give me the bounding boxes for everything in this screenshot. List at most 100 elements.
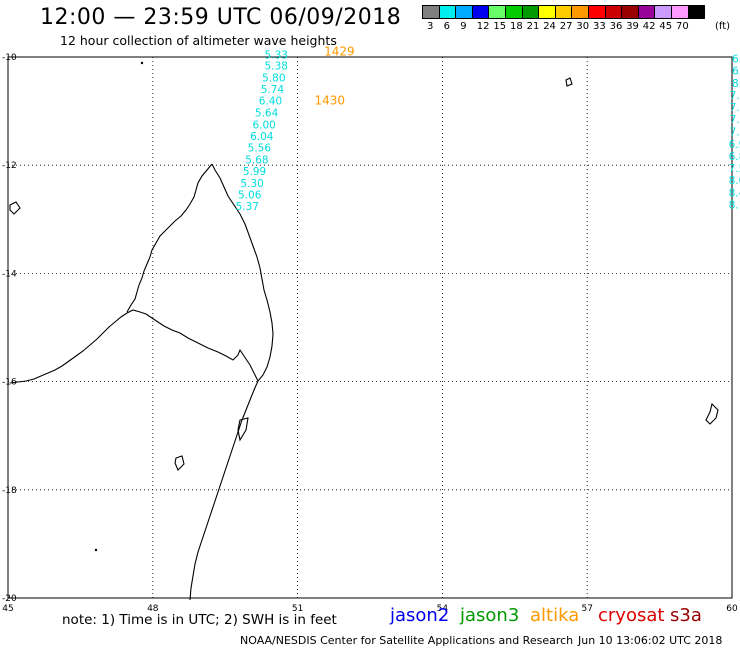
swh-value-label: 5.38 <box>265 60 288 72</box>
lat-tick-label: -16 <box>2 378 17 388</box>
lon-tick-label: 45 <box>2 604 13 614</box>
lon-tick-label: 60 <box>726 604 738 614</box>
color-swatch <box>504 5 523 19</box>
swh-value-label: 7.4 <box>730 126 740 138</box>
color-scale-value: 24 <box>543 21 556 32</box>
swh-value-label: 6.8 <box>729 151 740 163</box>
swh-value-label: 6.40 <box>259 96 282 108</box>
color-scale-value: 21 <box>526 21 540 32</box>
swh-value-label: 7.5 <box>729 163 740 175</box>
swh-value-label: 6.9 <box>729 139 740 151</box>
swh-value-label: 5.33 <box>265 50 288 62</box>
map-frame <box>7 56 733 599</box>
lon-tick-label: 57 <box>581 604 592 614</box>
east-island <box>705 402 719 425</box>
color-swatch <box>554 5 573 19</box>
swh-value-label: 8.1 <box>729 199 740 211</box>
map-subtitle: 12 hour collection of altimeter wave hei… <box>60 33 337 48</box>
axis-tick-labels: 45 48 51 54 57 60 -10 -12 -14 -16 -18 -20 <box>2 53 738 614</box>
lon-tick-label: 54 <box>437 604 449 614</box>
footer-credit: NOAA/NESDIS Center for Satellite Applica… <box>240 634 574 647</box>
footer-note: note: 1) Time is in UTC; 2) SWH is in fe… <box>62 612 337 628</box>
madagascar-coastline <box>9 163 274 384</box>
swh-value-label: 8.0 <box>732 78 740 90</box>
swh-color-scale-labels: 3 6 9 12 15 18 21 24 27 30 33 36 39 42 45 70 <box>422 21 740 33</box>
pass-time-label: 1429 <box>324 44 355 58</box>
swh-value-label: 6.4 <box>732 65 740 77</box>
swh-value-label: 5.80 <box>262 72 285 84</box>
color-scale-value: 30 <box>576 21 590 32</box>
swh-value-label: 8.4 <box>729 188 740 200</box>
swh-value-label: 6.00 <box>252 119 275 131</box>
color-scale-value: 36 <box>609 21 623 32</box>
pass-time-label: 1430 <box>314 94 345 108</box>
color-scale-value: 3 <box>427 21 434 32</box>
color-swatch <box>422 5 440 19</box>
swh-value-label: 5.30 <box>240 178 263 190</box>
color-swatch <box>571 5 589 19</box>
color-scale-value: 42 <box>642 21 656 32</box>
legend-cryosat: cryosat <box>598 605 665 626</box>
color-scale-value: 27 <box>559 21 573 32</box>
legend-altika: altika <box>530 605 580 626</box>
madagascar-west-coast <box>126 163 213 313</box>
swh-value-label: 7.9 <box>730 90 740 102</box>
swh-color-scale <box>422 5 706 19</box>
swh-value-label: 5.99 <box>243 166 266 178</box>
color-swatch <box>587 5 606 19</box>
swh-value-label: 6.04 <box>250 131 274 143</box>
lat-tick-label: -12 <box>2 161 17 171</box>
color-swatch <box>538 5 556 19</box>
color-swatch <box>654 5 672 19</box>
color-scale-unit-label: (ft) <box>715 21 731 32</box>
lat-lon-grid <box>7 56 733 599</box>
footer-generated-time: Jun 10 13:06:02 UTC 2018 <box>578 634 723 647</box>
color-swatch <box>604 5 623 19</box>
swh-value-label: 7.0 <box>730 114 740 126</box>
color-swatch <box>488 5 506 19</box>
color-swatch <box>471 5 490 19</box>
madagascar-east-coast-south <box>189 380 259 601</box>
color-swatch <box>438 5 457 19</box>
color-swatch <box>455 5 473 19</box>
color-scale-value: 70 <box>676 21 689 32</box>
color-swatch <box>637 5 656 19</box>
legend-jason3: jason3 <box>460 605 520 626</box>
color-swatch <box>521 5 540 19</box>
color-scale-value: 9 <box>460 21 467 32</box>
swh-value-label: 5.06 <box>238 190 262 202</box>
small-islet-north <box>565 77 573 87</box>
map-border <box>7 56 733 599</box>
lon-tick-label: 48 <box>147 604 159 614</box>
swh-value-label: 5.68 <box>245 155 268 167</box>
color-scale-value: 6 <box>443 21 450 32</box>
lat-tick-label: -10 <box>2 53 17 63</box>
legend-s3a: s3a <box>670 605 702 626</box>
color-swatch <box>670 5 689 19</box>
lat-tick-label: -20 <box>2 594 17 604</box>
swh-value-label: 5.64 <box>255 108 279 120</box>
swh-value-label: 6.8 <box>732 53 740 65</box>
color-scale-value: 15 <box>493 21 507 32</box>
west-islet-1 <box>9 201 21 215</box>
color-scale-value: 12 <box>476 21 490 32</box>
color-scale-value: 45 <box>659 21 673 32</box>
lat-tick-label: -18 <box>2 486 17 496</box>
swh-observations: 5.335.385.805.746.405.646.006.045.565.68… <box>236 50 740 213</box>
swh-value-label: 7.9 <box>730 102 740 114</box>
islet-dot-2 <box>94 548 98 552</box>
color-swatch <box>687 5 706 19</box>
swh-value-label: 5.74 <box>261 84 285 96</box>
lon-tick-label: 51 <box>292 604 303 614</box>
color-scale-value: 39 <box>626 21 639 32</box>
west-islet-2 <box>174 455 185 471</box>
islet-dot-1 <box>140 61 144 65</box>
pass-time-labels: 1429 1430 <box>314 44 354 107</box>
west-islet-3 <box>237 417 249 442</box>
swh-value-label: 5.37 <box>236 201 259 213</box>
color-swatch <box>621 5 639 19</box>
map-title: 12:00 — 23:59 UTC 06/09/2018 <box>40 5 402 30</box>
legend-jason2: jason2 <box>390 605 450 626</box>
lat-tick-label: -14 <box>2 269 17 279</box>
